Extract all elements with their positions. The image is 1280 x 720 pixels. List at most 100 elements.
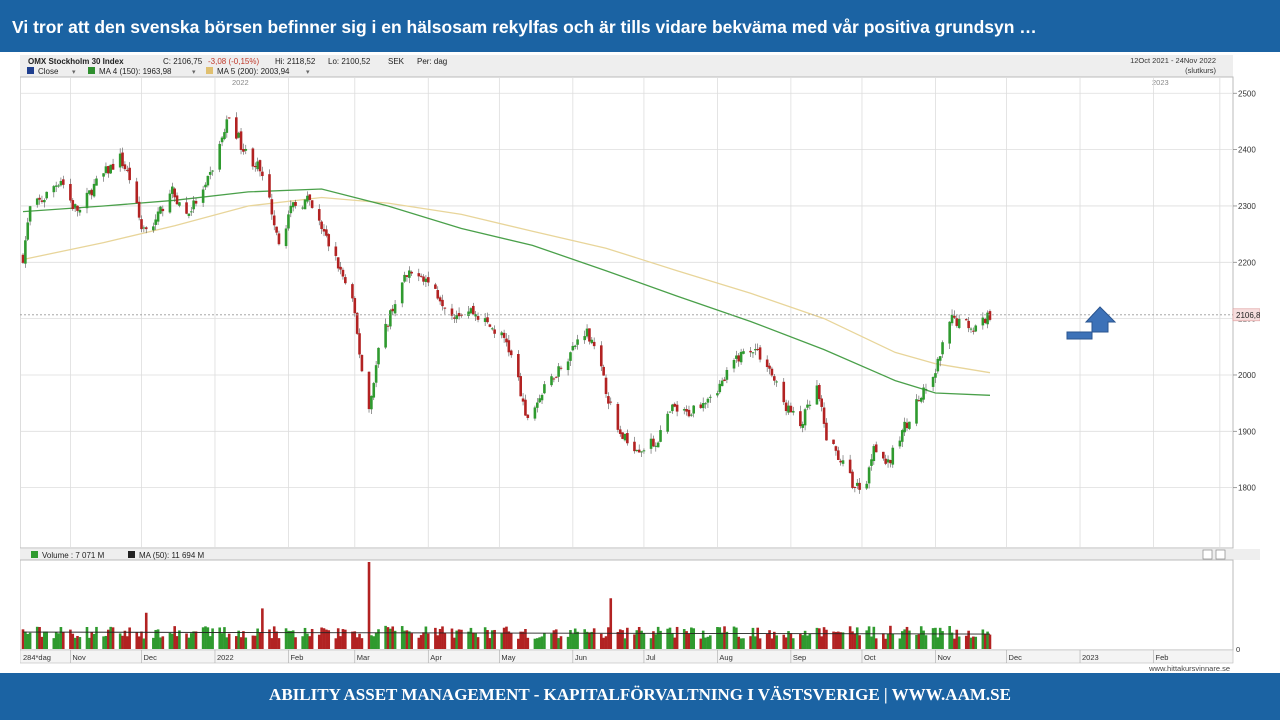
volume-bar [493,629,496,649]
volume-bar [308,636,312,649]
candle-body [173,188,176,198]
candle-body [934,373,937,378]
volume-bar [272,626,276,649]
volume-bar [969,637,973,649]
candle-body [353,298,357,314]
candle-body [666,413,669,432]
volume-bar [924,635,928,649]
candle-body [57,185,60,187]
y-tick-label: 2300 [1238,202,1256,211]
volume-bar [704,637,707,649]
volume-bar [557,638,560,649]
volume-bar [206,627,210,649]
volume-bar [832,631,835,649]
volume-bar [405,630,409,649]
volume-ma-legend[interactable]: MA (50): 11 694 M [139,551,205,560]
candle-body [986,312,989,325]
candle-body [360,354,364,372]
candle-body [92,183,96,197]
candle-body [886,459,890,463]
candle-body [983,318,987,323]
last-price-label: 2106,8 [1236,311,1260,320]
stat-change: -3,08 (-0,15%) [208,57,259,66]
candle-body [735,355,738,359]
candle-body [566,361,570,371]
candle-body [168,193,172,213]
volume-bar [467,631,470,649]
volume-bar [590,631,594,649]
candle-body [673,403,677,407]
candle-body [775,381,778,383]
volume-bar [623,638,627,649]
chevron-down-icon[interactable]: ▾ [72,69,76,76]
volume-bar [125,636,129,649]
candle-body [737,355,741,362]
volume-bar [675,626,679,649]
volume-bar [69,629,72,649]
restore-icon[interactable] [1202,549,1213,560]
volume-bar [377,629,380,649]
volume-bar [118,633,122,649]
candle-body [211,170,214,172]
volume-bar [341,629,345,649]
candle-body [808,404,812,406]
volume-bar [685,631,688,649]
candle-body [455,314,459,320]
candle-body [656,442,660,448]
candle-body [872,446,876,462]
volume-legend[interactable]: Volume : 7 071 M [42,551,105,560]
volume-bar [559,636,563,649]
volume-bar [353,631,357,649]
volume-bar [900,631,904,649]
legend-close[interactable]: Close [38,67,59,76]
candle-body [607,396,610,404]
volume-bar [457,629,461,649]
chevron-down-icon[interactable]: ▾ [306,69,310,76]
volume-bar [204,626,207,649]
legend-ma150[interactable]: MA 4 (150): 1963,98 [99,67,172,76]
candle-body [187,213,191,216]
volume-bar [836,631,840,649]
volume-bar [194,631,198,649]
volume-bar [161,636,165,649]
volume-bar [289,630,293,649]
candle-body [853,486,857,488]
volume-bar [339,636,342,649]
candle-body [557,366,560,377]
legend-ma200[interactable]: MA 5 (200): 2003,94 [217,67,290,76]
volume-bar [656,626,660,649]
candle-body [839,460,842,463]
legend-swatch-ma200 [206,67,213,74]
candle-body [235,117,238,139]
candle-body [758,347,762,360]
volume-bar [322,628,326,649]
candle-body [104,166,108,173]
candle-body [386,325,390,327]
candle-body [135,181,139,204]
candle-body [618,429,622,434]
volume-bar [640,630,643,649]
candle-body [472,305,475,315]
volume-bar [502,627,506,649]
volume-bar [841,632,845,649]
maximize-icon[interactable] [1215,549,1226,560]
volume-bar [78,637,82,649]
volume-bar [424,626,428,649]
volume-bar [791,638,795,649]
chevron-down-icon[interactable]: ▾ [192,69,196,76]
candle-body [327,234,331,247]
candle-body [543,384,546,394]
candle-body [685,409,688,412]
candle-body [690,414,693,416]
volume-bar [218,627,222,649]
volume-bar [867,626,871,649]
volume-bar [135,632,139,649]
candle-body [256,161,259,170]
volume-bar [253,635,257,649]
candle-body [284,228,288,247]
y-tick-label: 2000 [1238,371,1256,380]
candle-body [841,460,845,464]
volume-bar [90,632,94,649]
volume-bar [756,627,759,649]
candle-body [178,202,181,206]
